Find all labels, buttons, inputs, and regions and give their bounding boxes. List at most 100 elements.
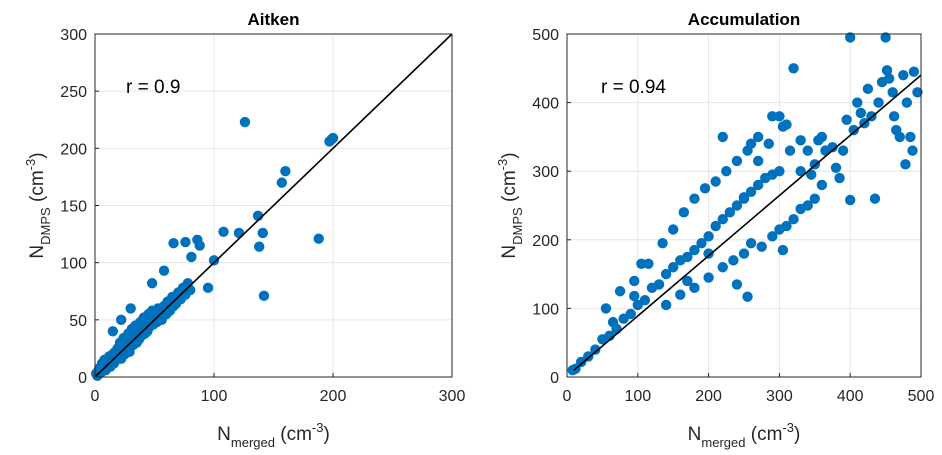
axis-label-sup: -3 <box>495 159 510 171</box>
data-point <box>239 116 251 128</box>
data-point <box>643 258 654 270</box>
x-axis-label: Nmerged (cm-3) <box>217 420 330 450</box>
data-point <box>575 356 587 368</box>
y-tick-label: 100 <box>60 256 87 273</box>
axis-label-unit_open: (cm <box>745 424 782 445</box>
data-point <box>816 131 828 143</box>
data-point <box>862 83 874 95</box>
data-point <box>767 231 778 242</box>
axes-box <box>94 33 453 378</box>
y-tick-label: 0 <box>550 370 559 387</box>
data-point <box>845 194 856 206</box>
x-tick-label: 200 <box>320 388 347 405</box>
data-point <box>257 227 268 239</box>
data-point <box>845 32 856 43</box>
data-point <box>788 63 799 74</box>
data-point <box>834 172 845 184</box>
axis-label-unit_open: (cm <box>499 170 520 207</box>
fit-line <box>94 33 453 378</box>
data-point <box>710 176 721 187</box>
data-point <box>583 351 594 362</box>
data-point <box>717 131 728 143</box>
x-tick-label: 100 <box>201 388 228 405</box>
data-point <box>738 192 750 203</box>
data-point <box>218 226 229 237</box>
data-point <box>703 272 714 283</box>
data-point <box>678 207 690 218</box>
data-point <box>660 268 672 280</box>
data-point <box>767 111 778 122</box>
data-point <box>841 114 852 125</box>
axis-label-unit_close: ) <box>794 424 800 445</box>
data-point <box>848 124 859 136</box>
axis-label-sub: DMPS <box>38 207 53 245</box>
data-point <box>600 303 612 314</box>
data-point <box>717 214 728 225</box>
data-point <box>881 65 893 76</box>
data-point <box>125 303 136 314</box>
axis-label-base: N <box>688 424 702 445</box>
data-point <box>905 131 916 143</box>
data-point <box>731 200 743 211</box>
data-point <box>611 323 622 335</box>
data-point <box>777 121 789 132</box>
data-point <box>689 193 700 204</box>
axis-label-base: N <box>217 424 231 445</box>
data-point <box>898 69 909 81</box>
y-tick-label: 300 <box>532 164 559 181</box>
data-point <box>194 240 205 251</box>
data-point <box>784 145 796 156</box>
data-point <box>168 238 179 249</box>
data-point <box>745 238 757 249</box>
chart-title: Accumulation <box>688 10 800 29</box>
data-point <box>180 236 191 248</box>
data-point <box>745 186 757 197</box>
data-point <box>745 138 757 149</box>
y-tick-label: 400 <box>532 96 559 113</box>
scatter-points <box>90 116 339 382</box>
data-point <box>724 207 736 218</box>
data-point <box>901 97 913 108</box>
data-point <box>233 227 245 239</box>
data-point <box>907 145 918 156</box>
data-point <box>742 291 753 302</box>
data-point <box>689 282 700 294</box>
data-point <box>788 214 799 225</box>
data-point <box>721 166 732 177</box>
y-tick-label: 100 <box>532 301 559 318</box>
data-point <box>682 275 693 287</box>
y-tick-label: 500 <box>532 27 559 44</box>
panel-accumulation: 0 100 200 300 400 500 0 100 200 300 400 500 Accumula… <box>495 10 934 450</box>
data-point <box>703 231 714 242</box>
axis-label-unit_close: ) <box>499 152 520 158</box>
x-tick-label: 300 <box>766 388 793 405</box>
data-point <box>590 344 601 355</box>
data-point <box>689 244 700 256</box>
axis-label-unit_close: ) <box>323 424 329 445</box>
data-point <box>752 155 764 167</box>
data-point <box>728 255 739 266</box>
chart-title: Aitken <box>248 10 300 29</box>
data-point <box>668 224 679 235</box>
data-point <box>639 294 651 306</box>
data-point <box>795 135 806 146</box>
data-point <box>869 193 881 204</box>
data-point <box>675 289 686 300</box>
data-point <box>852 97 863 108</box>
x-tick-label: 500 <box>908 388 935 405</box>
data-point <box>908 66 920 77</box>
data-point <box>806 169 817 180</box>
data-point <box>717 262 728 273</box>
data-point <box>781 220 792 232</box>
data-point <box>738 248 750 259</box>
x-tick-label: 0 <box>91 388 100 405</box>
data-point <box>625 308 636 320</box>
data-point <box>827 141 838 153</box>
data-point <box>756 241 767 252</box>
axes-box <box>566 33 922 378</box>
x-tick-label: 0 <box>563 388 572 405</box>
axis-label-base: N <box>499 245 520 259</box>
data-point <box>883 73 895 84</box>
y-axis-label: NDMPS (cm-3) <box>23 152 53 258</box>
data-point <box>202 282 214 294</box>
